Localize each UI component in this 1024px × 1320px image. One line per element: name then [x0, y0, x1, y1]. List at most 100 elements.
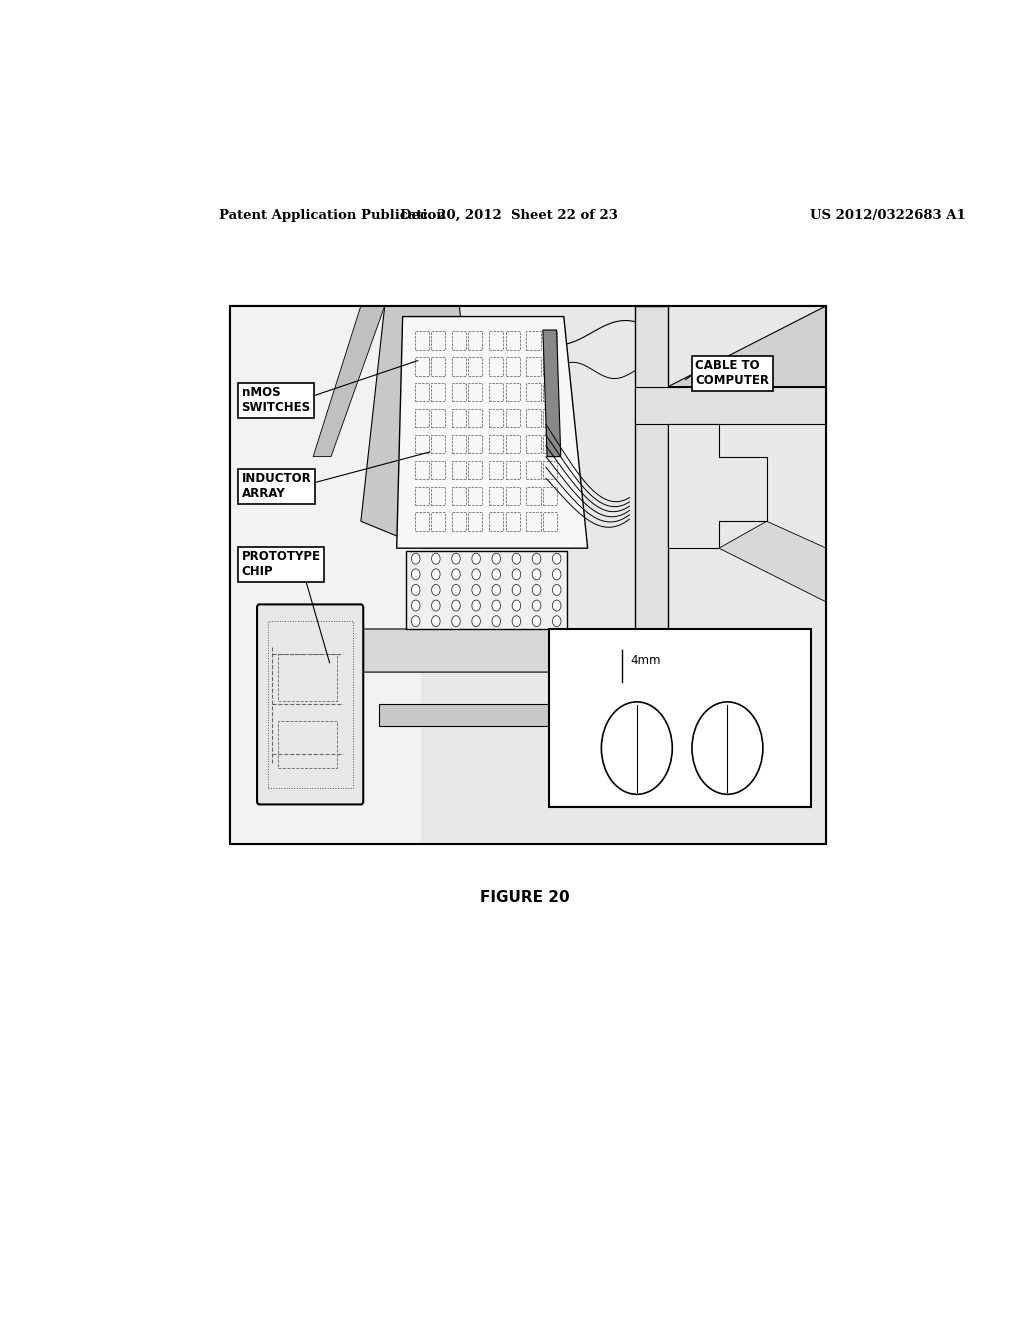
Bar [452, 461, 466, 479]
Ellipse shape [692, 702, 763, 795]
Bar [431, 331, 445, 350]
Bar [543, 434, 557, 453]
Bar [415, 331, 429, 350]
Polygon shape [313, 630, 659, 672]
Circle shape [452, 585, 460, 595]
FancyBboxPatch shape [257, 605, 364, 804]
Text: INDUCTOR
ARRAY: INDUCTOR ARRAY [242, 473, 311, 500]
Bar [543, 512, 557, 531]
Bar [468, 331, 482, 350]
Bar [415, 356, 429, 376]
Bar [415, 461, 429, 479]
Text: 4mm: 4mm [630, 655, 660, 668]
Text: FIGURE 20: FIGURE 20 [480, 890, 569, 904]
Circle shape [512, 553, 520, 564]
Bar [489, 409, 504, 428]
Polygon shape [396, 317, 588, 548]
Circle shape [412, 569, 420, 579]
Bar [229, 306, 826, 845]
Bar [489, 487, 504, 506]
Circle shape [431, 615, 440, 627]
Bar [452, 356, 466, 376]
Text: CABLE TO
COMPUTER: CABLE TO COMPUTER [695, 359, 769, 387]
Bar [489, 356, 504, 376]
Bar [489, 434, 504, 453]
Circle shape [552, 553, 561, 564]
Bar [415, 383, 429, 401]
Bar [431, 487, 445, 506]
Circle shape [532, 569, 541, 579]
Bar [468, 356, 482, 376]
Bar [229, 306, 826, 845]
Polygon shape [719, 521, 826, 602]
Bar [489, 383, 504, 401]
Bar [526, 356, 541, 376]
Polygon shape [636, 306, 669, 630]
Bar [489, 461, 504, 479]
Bar [506, 461, 520, 479]
Circle shape [532, 553, 541, 564]
Bar [543, 487, 557, 506]
Bar [506, 409, 520, 428]
Bar [452, 487, 466, 506]
Bar [468, 409, 482, 428]
Bar [468, 383, 482, 401]
Polygon shape [543, 330, 561, 457]
Text: Patent Application Publication: Patent Application Publication [219, 209, 446, 222]
Circle shape [552, 585, 561, 595]
Bar [468, 487, 482, 506]
Bar [415, 434, 429, 453]
Circle shape [492, 585, 501, 595]
Circle shape [552, 615, 561, 627]
Bar [526, 512, 541, 531]
Bar [543, 356, 557, 376]
Circle shape [431, 553, 440, 564]
Bar [431, 434, 445, 453]
Text: US 2012/0322683 A1: US 2012/0322683 A1 [811, 209, 967, 222]
Ellipse shape [601, 702, 673, 795]
Text: nMOS
SWITCHES: nMOS SWITCHES [242, 385, 310, 414]
Circle shape [512, 569, 520, 579]
Circle shape [532, 601, 541, 611]
Bar [406, 550, 566, 630]
Bar [278, 721, 338, 768]
Circle shape [532, 615, 541, 627]
Circle shape [492, 601, 501, 611]
Bar [278, 655, 338, 701]
Bar [489, 331, 504, 350]
Circle shape [412, 615, 420, 627]
Bar [452, 434, 466, 453]
Bar [526, 461, 541, 479]
Bar [415, 512, 429, 531]
Circle shape [412, 601, 420, 611]
Circle shape [472, 585, 480, 595]
Circle shape [472, 553, 480, 564]
Bar [526, 383, 541, 401]
Circle shape [552, 601, 561, 611]
Bar [431, 356, 445, 376]
Circle shape [412, 553, 420, 564]
Circle shape [512, 585, 520, 595]
Bar [452, 409, 466, 428]
Bar [431, 461, 445, 479]
Bar [526, 331, 541, 350]
Bar [468, 434, 482, 453]
Circle shape [431, 601, 440, 611]
Circle shape [452, 569, 460, 579]
Text: Dec. 20, 2012  Sheet 22 of 23: Dec. 20, 2012 Sheet 22 of 23 [400, 209, 617, 222]
Bar [526, 434, 541, 453]
Bar [549, 630, 811, 807]
Bar [452, 331, 466, 350]
Circle shape [452, 553, 460, 564]
Bar [431, 383, 445, 401]
Bar [506, 356, 520, 376]
Bar [468, 512, 482, 531]
Circle shape [492, 553, 501, 564]
Bar [229, 306, 421, 845]
Bar [415, 487, 429, 506]
Circle shape [472, 569, 480, 579]
Bar [543, 331, 557, 350]
Circle shape [492, 569, 501, 579]
Circle shape [512, 601, 520, 611]
Bar [452, 512, 466, 531]
